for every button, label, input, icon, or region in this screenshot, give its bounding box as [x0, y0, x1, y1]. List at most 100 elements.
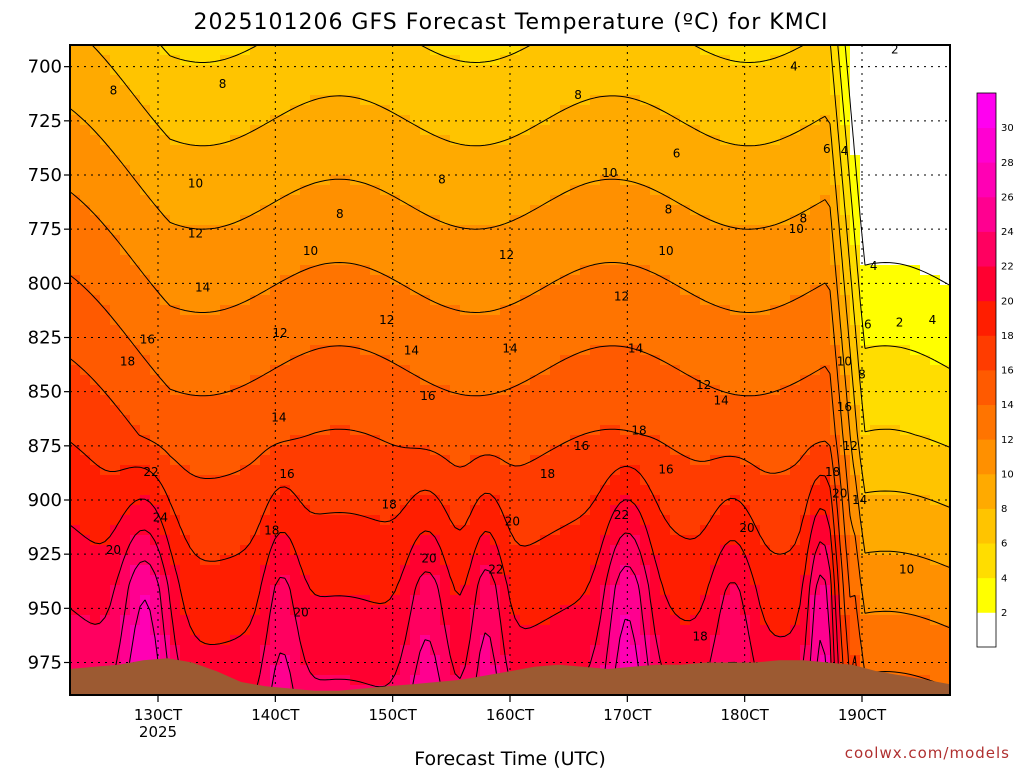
field-cell — [190, 555, 201, 566]
field-cell — [750, 435, 761, 446]
field-cell — [240, 365, 251, 376]
field-cell — [570, 335, 581, 346]
field-cell — [660, 575, 671, 586]
field-cell — [740, 605, 751, 616]
field-cell — [180, 105, 191, 116]
field-cell — [380, 85, 391, 96]
field-cell — [530, 465, 541, 476]
field-cell — [550, 155, 561, 166]
field-cell — [720, 655, 731, 666]
field-cell — [550, 425, 561, 436]
field-cell — [660, 155, 671, 166]
field-cell — [330, 75, 341, 86]
field-cell — [610, 225, 621, 236]
field-cell — [180, 375, 191, 386]
field-cell — [70, 235, 81, 246]
field-cell — [370, 315, 381, 326]
field-cell — [590, 465, 601, 476]
field-cell — [190, 115, 201, 126]
field-cell — [540, 435, 551, 446]
field-cell — [220, 555, 231, 566]
field-cell — [750, 635, 761, 646]
field-cell — [790, 355, 801, 366]
field-cell — [690, 305, 701, 316]
field-cell — [290, 205, 301, 216]
field-cell — [210, 155, 221, 166]
field-cell — [440, 195, 451, 206]
field-cell — [820, 405, 831, 416]
field-cell — [260, 245, 271, 256]
field-cell — [830, 105, 841, 116]
field-cell — [370, 295, 381, 306]
field-cell — [460, 405, 471, 416]
field-cell — [600, 295, 611, 306]
field-cell — [130, 165, 141, 176]
field-cell — [80, 645, 91, 656]
field-cell — [100, 375, 111, 386]
field-cell — [740, 495, 751, 506]
field-cell — [430, 145, 441, 156]
field-cell — [150, 95, 161, 106]
field-cell — [230, 265, 241, 276]
field-cell — [510, 85, 521, 96]
field-cell — [320, 415, 331, 426]
field-cell — [360, 55, 371, 66]
field-cell — [730, 275, 741, 286]
field-cell — [100, 225, 111, 236]
field-cell — [180, 95, 191, 106]
field-cell — [240, 275, 251, 286]
field-cell — [540, 185, 551, 196]
field-cell — [670, 605, 681, 616]
field-cell — [670, 255, 681, 266]
field-cell — [300, 45, 311, 56]
field-cell — [140, 435, 151, 446]
field-cell — [660, 185, 671, 196]
field-cell — [340, 355, 351, 366]
field-cell — [270, 255, 281, 266]
field-cell — [190, 515, 201, 526]
field-cell — [730, 175, 741, 186]
field-cell — [680, 265, 691, 276]
field-cell — [240, 55, 251, 66]
field-cell — [460, 425, 471, 436]
field-cell — [240, 645, 251, 656]
field-cell — [520, 615, 531, 626]
field-cell — [700, 505, 711, 516]
field-cell — [680, 585, 691, 596]
field-cell — [620, 625, 631, 636]
field-cell — [300, 625, 311, 636]
field-cell — [280, 405, 291, 416]
field-cell — [310, 575, 321, 586]
field-cell — [580, 175, 591, 186]
field-cell — [240, 455, 251, 466]
field-cell — [310, 395, 321, 406]
field-cell — [90, 375, 101, 386]
field-cell — [70, 335, 81, 346]
field-cell — [590, 135, 601, 146]
field-cell — [280, 475, 291, 486]
field-cell — [750, 585, 761, 596]
field-cell — [830, 405, 841, 416]
field-cell — [500, 335, 511, 346]
field-cell — [520, 505, 531, 516]
field-cell — [220, 235, 231, 246]
field-cell — [490, 345, 501, 356]
field-cell — [630, 115, 641, 126]
field-cell — [150, 115, 161, 126]
field-cell — [470, 305, 481, 316]
field-cell — [500, 635, 511, 646]
field-cell — [290, 565, 301, 576]
field-cell — [270, 415, 281, 426]
field-cell — [360, 155, 371, 166]
field-cell — [550, 615, 561, 626]
field-cell — [690, 155, 701, 166]
field-cell — [160, 645, 171, 656]
field-cell — [780, 355, 791, 366]
field-cell — [70, 655, 81, 666]
field-cell — [810, 165, 821, 176]
field-cell — [120, 655, 131, 666]
field-cell — [380, 305, 391, 316]
field-cell — [300, 595, 311, 606]
field-cell — [280, 395, 291, 406]
field-cell — [320, 585, 331, 596]
